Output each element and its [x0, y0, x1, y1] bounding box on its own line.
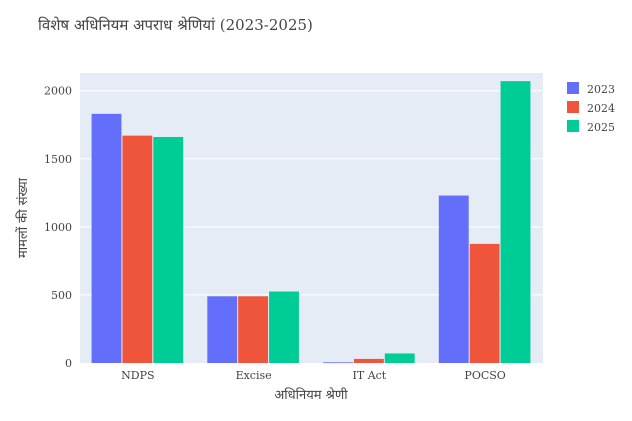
- y-axis-ticks: 0 500 1000 1500 2000: [44, 85, 72, 370]
- bar-ndps-2024[interactable]: [122, 135, 153, 363]
- y-tick-label: 1000: [44, 221, 72, 234]
- x-axis-ticks: NDPS Excise IT Act POCSO: [121, 369, 506, 382]
- legend-swatch-2024[interactable]: [567, 101, 579, 113]
- y-tick-label: 1500: [44, 153, 72, 166]
- bar-excise-2023[interactable]: [207, 296, 238, 363]
- bar-it-act-2025[interactable]: [384, 353, 415, 363]
- y-tick-label: 2000: [44, 85, 72, 98]
- x-axis-title: अधिनियम श्रेणी: [274, 387, 348, 403]
- x-tick-label: Excise: [236, 369, 272, 382]
- bar-ndps-2025[interactable]: [153, 136, 184, 363]
- y-tick-label: 500: [51, 289, 72, 302]
- bar-excise-2025[interactable]: [269, 291, 299, 363]
- y-axis-title: मामलों की संख्या: [15, 177, 31, 258]
- legend-label-2023[interactable]: 2023: [587, 83, 615, 96]
- y-tick-label: 0: [65, 357, 72, 370]
- bar-it-act-2023[interactable]: [323, 362, 353, 364]
- bar-pocso-2025[interactable]: [500, 81, 531, 364]
- bar-it-act-2024[interactable]: [353, 358, 384, 363]
- legend-label-2024[interactable]: 2024: [587, 102, 615, 115]
- x-tick-label: NDPS: [121, 369, 154, 382]
- bar-ndps-2023[interactable]: [91, 113, 122, 363]
- legend-swatch-2025[interactable]: [567, 120, 579, 132]
- legend[interactable]: 2023 2024 2025: [567, 82, 615, 134]
- chart-title: विशेष अधिनियम अपराध श्रेणियां (2023-2025…: [38, 16, 313, 34]
- legend-label-2025[interactable]: 2025: [587, 121, 615, 134]
- x-tick-label: POCSO: [464, 369, 505, 382]
- x-tick-label: IT Act: [353, 369, 387, 382]
- bar-excise-2024[interactable]: [238, 296, 269, 363]
- legend-swatch-2023[interactable]: [567, 82, 579, 94]
- bar-pocso-2024[interactable]: [469, 243, 500, 363]
- bar-pocso-2023[interactable]: [438, 195, 469, 363]
- bars: [91, 81, 531, 364]
